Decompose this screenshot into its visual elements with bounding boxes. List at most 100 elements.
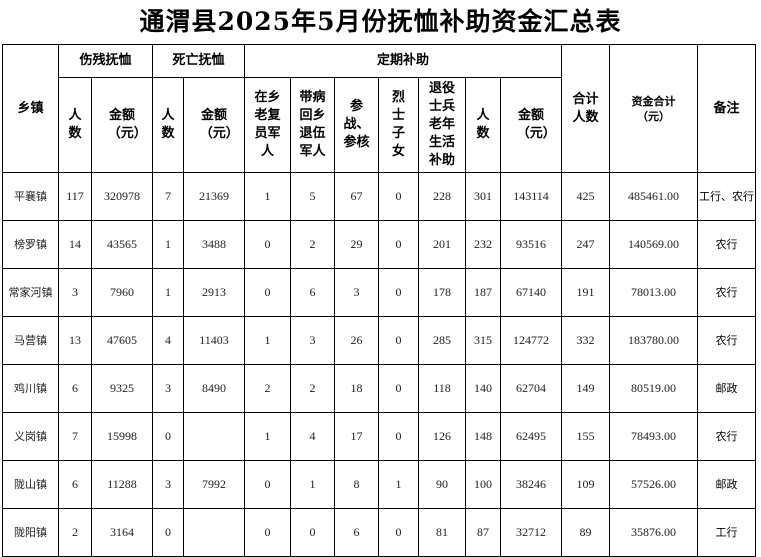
- cell-rural-veteran: 1: [244, 172, 291, 221]
- cell-remark: 农行: [697, 316, 756, 365]
- header-total-count: 合计人数: [561, 44, 610, 173]
- cell-total-amount: 485461.00: [609, 172, 698, 221]
- cell-death-amount: 2913: [183, 268, 245, 317]
- cell-retired-soldier: 81: [418, 508, 466, 557]
- cell-rural-veteran: 0: [244, 460, 291, 509]
- cell-sick-veteran: 2: [290, 364, 335, 413]
- cell-sick-veteran: 4: [290, 412, 335, 461]
- cell-total-count: 191: [561, 268, 610, 317]
- cell-town: 陇山镇: [2, 460, 59, 509]
- cell-regular-amount: 62495: [500, 412, 562, 461]
- cell-regular-count: 140: [465, 364, 501, 413]
- cell-injury-count: 2: [58, 508, 92, 557]
- cell-remark: 农行: [697, 268, 756, 317]
- cell-sick-veteran: 5: [290, 172, 335, 221]
- cell-retired-soldier: 126: [418, 412, 466, 461]
- cell-rural-veteran: 2: [244, 364, 291, 413]
- cell-total-count: 247: [561, 220, 610, 269]
- cell-regular-count: 301: [465, 172, 501, 221]
- cell-remark: 农行: [697, 220, 756, 269]
- cell-rural-veteran: 0: [244, 508, 291, 557]
- table-row: 义岗镇 7 15998 0 1 4 17 0 126 148 62495 155 78493.00 农行: [2, 412, 756, 461]
- header-injury-amount: 金额（元）: [91, 77, 153, 173]
- cell-death-count: 0: [152, 412, 184, 461]
- cell-town: 马营镇: [2, 316, 59, 365]
- cell-remark: 工行、农行: [697, 172, 756, 221]
- cell-war-nuclear: 17: [334, 412, 379, 461]
- header-regular-amount: 金额（元）: [500, 77, 562, 173]
- cell-total-amount: 35876.00: [609, 508, 698, 557]
- cell-total-count: 109: [561, 460, 610, 509]
- cell-regular-amount: 38246: [500, 460, 562, 509]
- cell-total-amount: 78493.00: [609, 412, 698, 461]
- cell-sick-veteran: 3: [290, 316, 335, 365]
- cell-injury-count: 14: [58, 220, 92, 269]
- cell-death-count: 3: [152, 364, 184, 413]
- cell-town: 鸡川镇: [2, 364, 59, 413]
- cell-total-count: 149: [561, 364, 610, 413]
- cell-martyr-children: 0: [378, 364, 419, 413]
- cell-injury-count: 117: [58, 172, 92, 221]
- cell-retired-soldier: 201: [418, 220, 466, 269]
- header-regular-count: 人数: [465, 77, 501, 173]
- table-row: 常家河镇 3 7960 1 2913 0 6 3 0 178 187 67140 191 78013.00…: [2, 268, 756, 317]
- cell-regular-count: 87: [465, 508, 501, 557]
- cell-town: 陇阳镇: [2, 508, 59, 557]
- cell-total-count: 155: [561, 412, 610, 461]
- cell-remark: 农行: [697, 412, 756, 461]
- cell-death-amount: 8490: [183, 364, 245, 413]
- cell-injury-count: 13: [58, 316, 92, 365]
- cell-martyr-children: 0: [378, 508, 419, 557]
- cell-death-count: 1: [152, 220, 184, 269]
- cell-death-count: 1: [152, 268, 184, 317]
- cell-remark: 工行: [697, 508, 756, 557]
- cell-death-amount: 3488: [183, 220, 245, 269]
- table-row: 陇阳镇 2 3164 0 0 0 6 0 81 87 32712 89 35876.00 工行: [2, 508, 756, 557]
- cell-rural-veteran: 0: [244, 220, 291, 269]
- cell-death-amount: 21369: [183, 172, 245, 221]
- table-row: 陇山镇 6 11288 3 7992 0 1 8 1 90 100 38246 109 57526.00 邮…: [2, 460, 756, 509]
- header-retired-soldier: 退役士兵老年生活补助: [418, 77, 466, 173]
- header-death-amount: 金额（元）: [183, 77, 245, 173]
- header-total-amount: 资金合计（元）: [609, 44, 698, 173]
- cell-rural-veteran: 0: [244, 268, 291, 317]
- table-row: 榜罗镇 14 43565 1 3488 0 2 29 0 201 232 93516 247 140569…: [2, 220, 756, 269]
- cell-retired-soldier: 118: [418, 364, 466, 413]
- cell-injury-count: 6: [58, 460, 92, 509]
- cell-retired-soldier: 228: [418, 172, 466, 221]
- cell-injury-amount: 3164: [91, 508, 153, 557]
- cell-injury-count: 7: [58, 412, 92, 461]
- cell-martyr-children: 1: [378, 460, 419, 509]
- cell-war-nuclear: 6: [334, 508, 379, 557]
- header-rural-veteran: 在乡老复员军人: [244, 77, 291, 173]
- cell-regular-count: 187: [465, 268, 501, 317]
- cell-sick-veteran: 2: [290, 220, 335, 269]
- cell-total-count: 425: [561, 172, 610, 221]
- header-death-group: 死亡抚恤: [152, 44, 245, 78]
- cell-total-count: 89: [561, 508, 610, 557]
- cell-injury-count: 6: [58, 364, 92, 413]
- cell-town: 义岗镇: [2, 412, 59, 461]
- cell-war-nuclear: 67: [334, 172, 379, 221]
- summary-table: 乡镇 伤残抚恤 死亡抚恤 定期补助 合计人数 资金合计（元） 备注 人数 金额（…: [2, 44, 756, 557]
- header-war-nuclear: 参战、参核: [334, 77, 379, 173]
- cell-injury-amount: 11288: [91, 460, 153, 509]
- cell-regular-amount: 143114: [500, 172, 562, 221]
- cell-sick-veteran: 0: [290, 508, 335, 557]
- header-injury-group: 伤残抚恤: [58, 44, 153, 78]
- cell-retired-soldier: 90: [418, 460, 466, 509]
- page-title: 通渭县2025年5月份抚恤补助资金汇总表: [139, 7, 622, 36]
- cell-injury-amount: 320978: [91, 172, 153, 221]
- cell-total-amount: 78013.00: [609, 268, 698, 317]
- cell-total-amount: 183780.00: [609, 316, 698, 365]
- cell-town: 常家河镇: [2, 268, 59, 317]
- cell-death-amount: 11403: [183, 316, 245, 365]
- cell-total-amount: 80519.00: [609, 364, 698, 413]
- cell-war-nuclear: 29: [334, 220, 379, 269]
- cell-injury-amount: 43565: [91, 220, 153, 269]
- header-injury-count: 人数: [58, 77, 92, 173]
- header-regular-group: 定期补助: [244, 44, 562, 78]
- cell-town: 榜罗镇: [2, 220, 59, 269]
- cell-retired-soldier: 178: [418, 268, 466, 317]
- cell-regular-amount: 93516: [500, 220, 562, 269]
